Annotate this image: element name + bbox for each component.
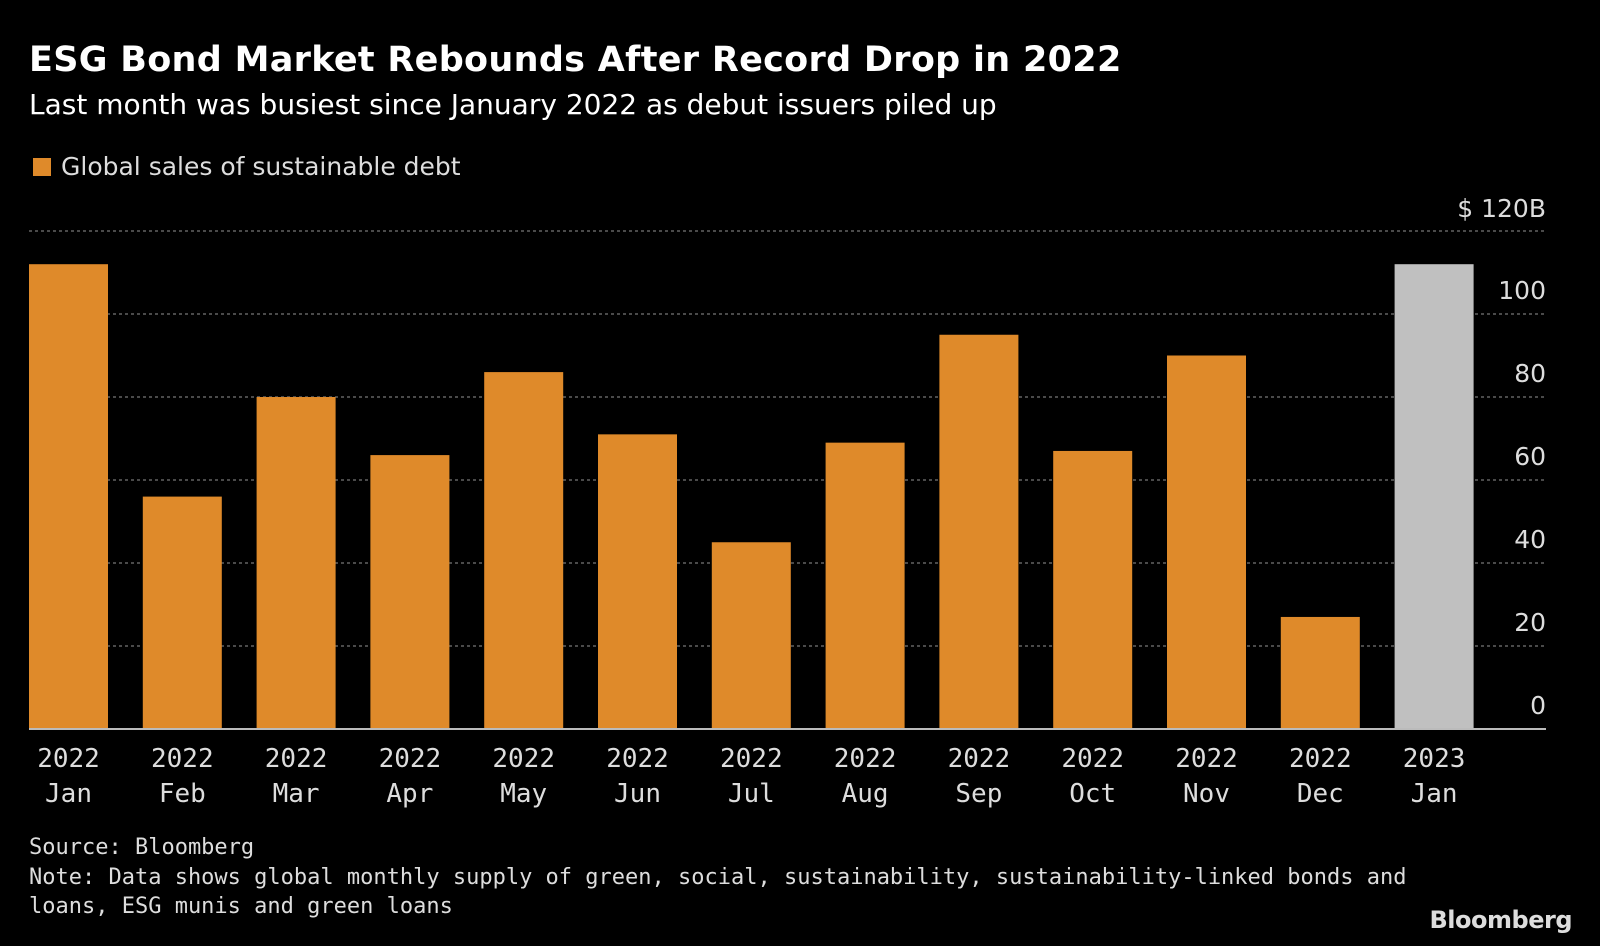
y-tick-label: 0 xyxy=(1530,691,1546,720)
footnote-line-2: loans, ESG munis and green loans xyxy=(29,894,453,919)
bar xyxy=(1280,616,1360,729)
x-tick-month: Feb xyxy=(159,779,206,809)
bar xyxy=(256,397,336,729)
legend-swatch xyxy=(33,157,51,176)
x-tick-month: Apr xyxy=(386,779,433,809)
x-tick-year: 2022 xyxy=(834,744,897,774)
y-tick-label: 80 xyxy=(1514,359,1546,388)
bar xyxy=(939,334,1019,729)
footnote-line-1: Note: Data shows global monthly supply o… xyxy=(29,865,1407,890)
bar xyxy=(484,372,564,729)
x-tick-month: Jul xyxy=(728,779,775,809)
source-note: Source: Bloomberg xyxy=(29,835,255,860)
x-tick-year: 2023 xyxy=(1403,744,1466,774)
x-tick-month: Sep xyxy=(955,779,1002,809)
legend: Global sales of sustainable debt xyxy=(33,152,461,181)
bar xyxy=(1394,264,1474,729)
x-tick-year: 2022 xyxy=(265,744,328,774)
x-tick-month: Jan xyxy=(1411,779,1458,809)
bar xyxy=(1053,450,1133,729)
x-tick-month: Mar xyxy=(273,779,320,809)
x-tick-year: 2022 xyxy=(37,744,100,774)
bar xyxy=(825,442,905,729)
x-tick-year: 2022 xyxy=(720,744,783,774)
x-tick-month: Dec xyxy=(1297,779,1344,809)
x-tick-month: Aug xyxy=(842,779,889,809)
x-tick-month: Jun xyxy=(614,779,661,809)
bar xyxy=(1167,355,1246,729)
bar xyxy=(29,264,108,729)
x-tick-month: Nov xyxy=(1183,779,1230,809)
bloomberg-logo: Bloomberg xyxy=(1429,906,1573,934)
x-tick-month: Oct xyxy=(1069,779,1116,809)
y-tick-label: 100 xyxy=(1498,276,1546,305)
bar xyxy=(711,542,791,729)
x-tick-year: 2022 xyxy=(151,744,214,774)
x-tick-month: Jan xyxy=(45,779,92,809)
bar xyxy=(370,455,450,729)
x-tick-month: May xyxy=(500,779,547,809)
x-tick-year: 2022 xyxy=(948,744,1011,774)
chart-title: ESG Bond Market Rebounds After Record Dr… xyxy=(29,40,1122,80)
x-tick-year: 2022 xyxy=(1061,744,1124,774)
x-tick-year: 2022 xyxy=(1289,744,1352,774)
chart-subtitle: Last month was busiest since January 202… xyxy=(29,88,997,121)
x-tick-year: 2022 xyxy=(606,744,669,774)
y-tick-label: 60 xyxy=(1514,442,1546,471)
y-tick-label: 40 xyxy=(1514,525,1546,554)
y-tick-label: $ 120B xyxy=(1457,194,1546,223)
x-tick-year: 2022 xyxy=(492,744,555,774)
y-tick-label: 20 xyxy=(1514,608,1546,637)
legend-label: Global sales of sustainable debt xyxy=(61,152,461,181)
x-tick-year: 2022 xyxy=(1175,744,1238,774)
x-tick-year: 2022 xyxy=(379,744,442,774)
bar xyxy=(598,434,677,729)
bar xyxy=(142,496,222,729)
